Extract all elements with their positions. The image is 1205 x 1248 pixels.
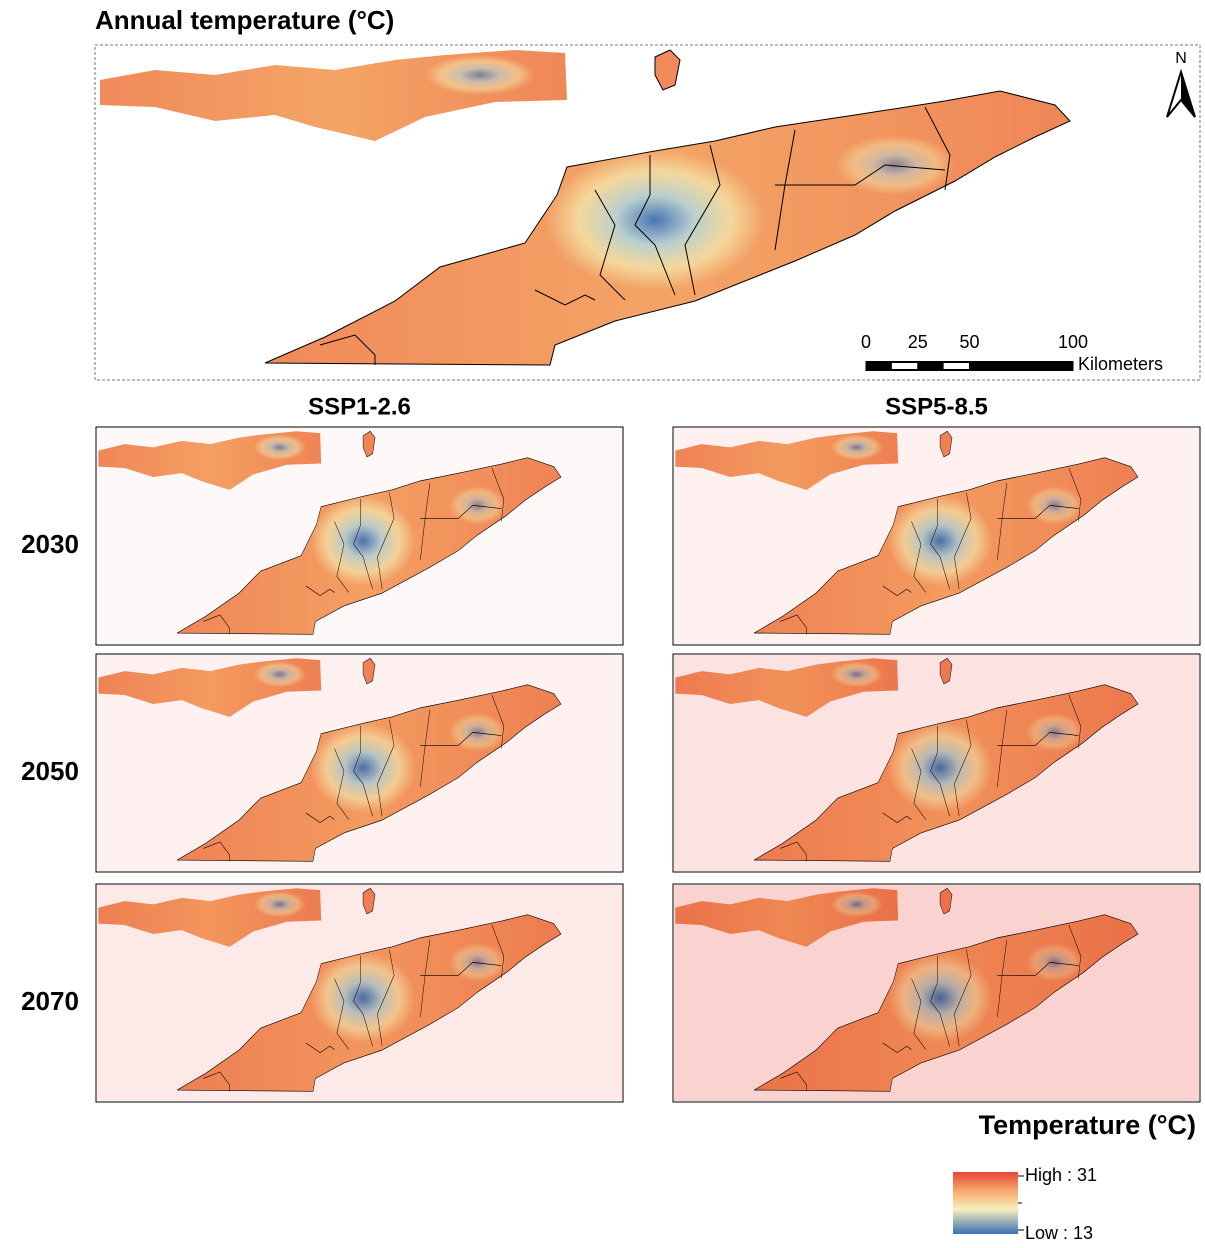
scale-unit: Kilometers: [1078, 354, 1163, 374]
panel-warming: [97, 428, 622, 644]
panel-warming: [674, 885, 1199, 1101]
legend-high: High : 31: [1025, 1165, 1097, 1185]
panel-warming: [97, 885, 622, 1101]
column-header: SSP5-8.5: [885, 393, 988, 420]
column-header: SSP1-2.6: [308, 393, 411, 420]
scale-bar-segment: [944, 363, 970, 369]
north-label: N: [1175, 50, 1187, 67]
legend-ramp: [953, 1172, 1018, 1234]
row-label: 2050: [21, 756, 79, 786]
figure: Annual temperature (°C) N 0 25 50 100Kilome…: [0, 0, 1205, 1243]
scale-tick-label: 50: [959, 332, 979, 352]
scale-tick-label: 100: [1058, 332, 1088, 352]
panel-warming: [97, 655, 622, 871]
scale-bar-segment: [892, 363, 918, 369]
panel-warming: [674, 655, 1199, 871]
row-label: 2070: [21, 986, 79, 1016]
main-map: [100, 50, 1070, 365]
scale-tick-label: 25: [908, 332, 928, 352]
legend-title: Temperature (°C): [979, 1110, 1196, 1140]
legend-low: Low : 13: [1025, 1223, 1093, 1243]
figure-title: Annual temperature (°C): [95, 5, 394, 35]
panel-warming: [674, 428, 1199, 644]
panels: SSP1-2.6 SSP5-8.5 2030 2050 2070: [21, 393, 1200, 1102]
scale-tick-label: 0: [861, 332, 871, 352]
row-label: 2030: [21, 529, 79, 559]
